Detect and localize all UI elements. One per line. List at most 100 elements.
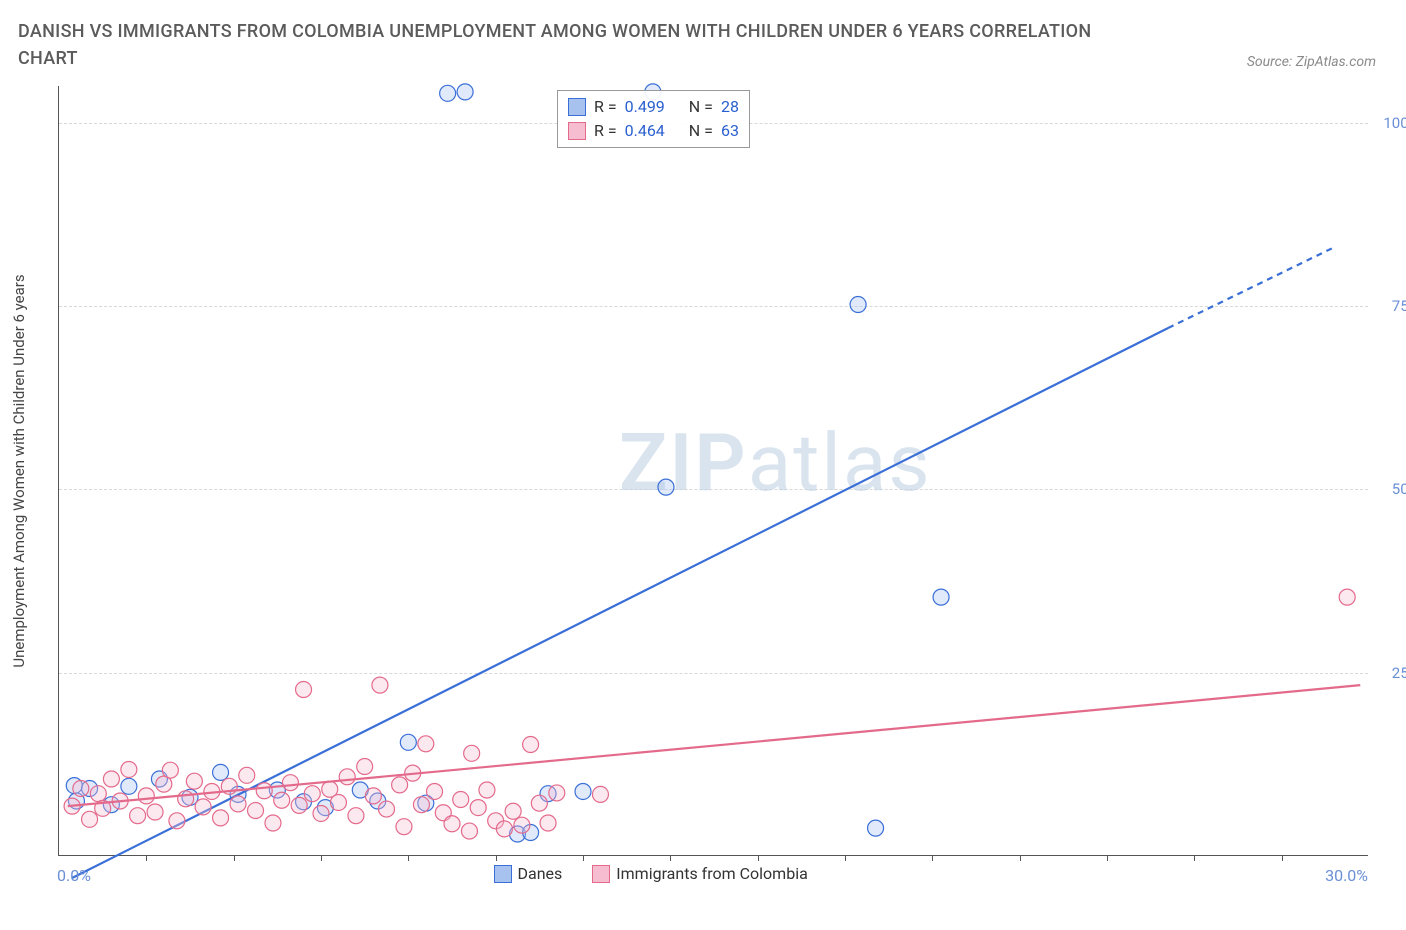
data-point-colombia (130, 808, 146, 824)
x-tick (321, 855, 322, 861)
data-point-danes (658, 479, 674, 495)
x-tick (670, 855, 671, 861)
x-tick (408, 855, 409, 861)
stat-r-label: R = (594, 119, 617, 143)
data-point-colombia (178, 791, 194, 807)
data-point-colombia (418, 736, 434, 752)
legend-label: Immigrants from Colombia (616, 864, 808, 883)
x-tick (932, 855, 933, 861)
swatch-icon (568, 98, 586, 116)
stat-n-value: 28 (721, 95, 739, 119)
chart-title: DANISH VS IMMIGRANTS FROM COLOMBIA UNEMP… (18, 18, 1118, 72)
stat-n-value: 63 (721, 119, 739, 143)
data-point-danes (121, 778, 137, 794)
data-point-colombia (304, 786, 320, 802)
data-point-colombia (330, 794, 346, 810)
data-point-colombia (372, 677, 388, 693)
data-point-colombia (282, 775, 298, 791)
data-point-colombia (357, 759, 373, 775)
legend-label: Danes (517, 864, 562, 883)
stat-r-label: R = (594, 95, 617, 119)
data-point-colombia (444, 816, 460, 832)
x-min-label: 0.0% (57, 866, 91, 885)
y-tick-label: 75.0% (1392, 297, 1406, 315)
data-point-colombia (549, 785, 565, 801)
data-point-colombia (464, 745, 480, 761)
data-point-colombia (230, 796, 246, 812)
data-point-colombia (470, 800, 486, 816)
legend-row-danes: R = 0.499 N = 28 (568, 95, 739, 119)
data-point-danes (933, 589, 949, 605)
data-point-colombia (121, 761, 137, 777)
y-tick-label: 100.0% (1383, 114, 1406, 132)
legend-row-colombia: R = 0.464 N = 63 (568, 119, 739, 143)
data-point-colombia (256, 783, 272, 799)
data-point-colombia (147, 804, 163, 820)
data-point-colombia (461, 823, 477, 839)
data-point-colombia (1339, 589, 1355, 605)
header-row: DANISH VS IMMIGRANTS FROM COLOMBIA UNEMP… (0, 0, 1406, 72)
data-point-colombia (265, 815, 281, 831)
y-tick-label: 50.0% (1392, 480, 1406, 498)
data-point-colombia (531, 795, 547, 811)
series-legend: Danes Immigrants from Colombia (493, 864, 807, 883)
data-point-colombia (479, 782, 495, 798)
data-point-colombia (248, 803, 264, 819)
stat-n-label: N = (689, 95, 713, 119)
data-point-danes (457, 84, 473, 100)
data-point-danes (850, 297, 866, 313)
x-tick (234, 855, 235, 861)
stat-r-value: 0.499 (625, 95, 665, 119)
stats-legend: R = 0.499 N = 28 R = 0.464 N = 63 (557, 90, 750, 148)
y-tick-label: 25.0% (1392, 664, 1406, 682)
data-point-danes (440, 85, 456, 101)
trend-line-colombia (68, 685, 1361, 806)
data-point-colombia (523, 737, 539, 753)
x-tick (758, 855, 759, 861)
data-point-colombia (427, 783, 443, 799)
data-point-colombia (514, 817, 530, 833)
data-point-colombia (379, 801, 395, 817)
data-point-colombia (348, 808, 364, 824)
plot-area: Unemployment Among Women with Children U… (58, 86, 1368, 856)
x-tick (1107, 855, 1108, 861)
source-label: Source: ZipAtlas.com (1247, 54, 1376, 72)
data-point-colombia (339, 769, 355, 785)
data-point-colombia (169, 813, 185, 829)
data-point-colombia (453, 792, 469, 808)
data-point-colombia (505, 803, 521, 819)
x-tick (583, 855, 584, 861)
x-tick (1020, 855, 1021, 861)
data-point-colombia (313, 805, 329, 821)
data-point-colombia (392, 777, 408, 793)
x-max-label: 30.0% (1325, 866, 1368, 885)
data-point-danes (400, 734, 416, 750)
data-point-colombia (296, 682, 312, 698)
data-point-colombia (274, 792, 290, 808)
swatch-icon (568, 122, 586, 140)
x-tick (1194, 855, 1195, 861)
data-point-colombia (540, 815, 556, 831)
data-point-colombia (195, 799, 211, 815)
swatch-icon (592, 865, 610, 883)
data-point-danes (868, 820, 884, 836)
stat-r-value: 0.464 (625, 119, 665, 143)
swatch-icon (493, 865, 511, 883)
chart-svg (59, 86, 1368, 855)
data-point-colombia (496, 821, 512, 837)
data-point-colombia (592, 786, 608, 802)
data-point-colombia (103, 771, 119, 787)
data-point-colombia (73, 781, 89, 797)
x-tick (496, 855, 497, 861)
data-point-colombia (413, 797, 429, 813)
data-point-colombia (291, 797, 307, 813)
data-point-colombia (138, 788, 154, 804)
x-tick (1282, 855, 1283, 861)
data-point-colombia (186, 773, 202, 789)
data-point-danes (575, 783, 591, 799)
x-tick (146, 855, 147, 861)
data-point-colombia (82, 811, 98, 827)
data-point-danes (213, 764, 229, 780)
y-axis-label: Unemployment Among Women with Children U… (10, 274, 28, 667)
stat-n-label: N = (689, 119, 713, 143)
